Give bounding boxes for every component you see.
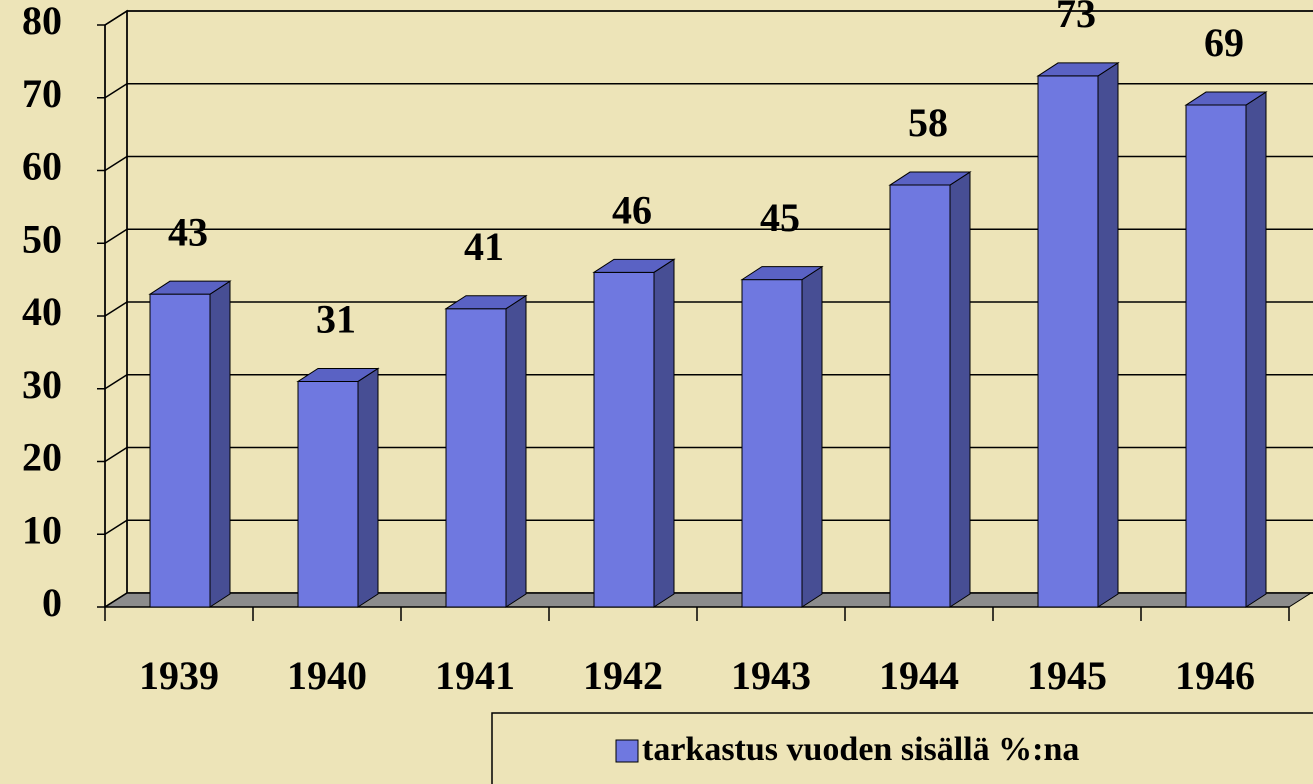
- y-tick-label: 10: [22, 507, 62, 552]
- value-label: 43: [168, 209, 208, 254]
- bar-side: [1097, 62, 1119, 608]
- x-tick-label: 1946: [1175, 653, 1255, 698]
- bar-top: [444, 295, 528, 310]
- bar-front: [445, 308, 507, 608]
- bar-top: [148, 280, 232, 295]
- bar-side: [653, 258, 675, 608]
- grid-line: [104, 10, 1313, 26]
- floor: [103, 592, 1313, 608]
- y-tick-label: 50: [22, 216, 62, 261]
- x-tick-label: 1943: [731, 653, 811, 698]
- bar-side: [801, 265, 823, 608]
- legend-swatch: [615, 739, 639, 763]
- bar-side: [357, 367, 379, 608]
- grid-line: [104, 155, 1313, 172]
- bar-side: [505, 294, 527, 608]
- value-label: 41: [464, 224, 504, 269]
- y-tick-label: 60: [22, 144, 62, 189]
- bar-top: [1036, 62, 1120, 77]
- x-tick-label: 1942: [583, 653, 663, 698]
- y-tick-label: 0: [42, 580, 62, 625]
- bar-side: [209, 280, 231, 608]
- x-tick-label: 1944: [879, 653, 959, 698]
- bar: [592, 258, 676, 608]
- bar-top: [296, 367, 380, 382]
- value-label: 45: [760, 195, 800, 240]
- bar-front: [889, 184, 951, 608]
- y-tick-label: 30: [22, 362, 62, 407]
- grid-line: [104, 83, 1313, 99]
- bar-front: [741, 279, 803, 608]
- bar-front: [1185, 104, 1247, 608]
- legend-label: tarkastus vuoden sisällä %:na: [642, 731, 1079, 768]
- bar-front: [1037, 75, 1099, 608]
- bar-top: [888, 171, 972, 186]
- value-label: 69: [1204, 20, 1244, 65]
- x-tick-label: 1939: [139, 653, 219, 698]
- bar: [888, 171, 972, 608]
- y-tick-label: 80: [22, 0, 62, 43]
- value-label: 73: [1056, 0, 1096, 36]
- x-tick-label: 1941: [435, 653, 515, 698]
- bar: [444, 294, 528, 608]
- bar: [296, 367, 380, 608]
- value-label: 31: [316, 297, 356, 342]
- bar: [1184, 91, 1268, 608]
- value-label: 46: [612, 188, 652, 233]
- y-tick-label: 20: [22, 435, 62, 480]
- bar-side: [949, 171, 971, 608]
- y-tick-label: 40: [22, 289, 62, 334]
- bar-top: [1184, 91, 1268, 106]
- x-tick-label: 1945: [1027, 653, 1107, 698]
- x-tick-label: 1940: [287, 653, 367, 698]
- bar-front: [149, 293, 211, 608]
- bar-top: [740, 266, 824, 281]
- bar-side: [1245, 91, 1267, 608]
- bar-front: [593, 271, 655, 608]
- bar: [1036, 62, 1120, 608]
- bar: [740, 265, 824, 608]
- bar-front: [297, 380, 359, 608]
- value-label: 58: [908, 100, 948, 145]
- bar: [148, 280, 232, 608]
- y-tick-label: 70: [22, 71, 62, 116]
- bar-top: [592, 258, 676, 273]
